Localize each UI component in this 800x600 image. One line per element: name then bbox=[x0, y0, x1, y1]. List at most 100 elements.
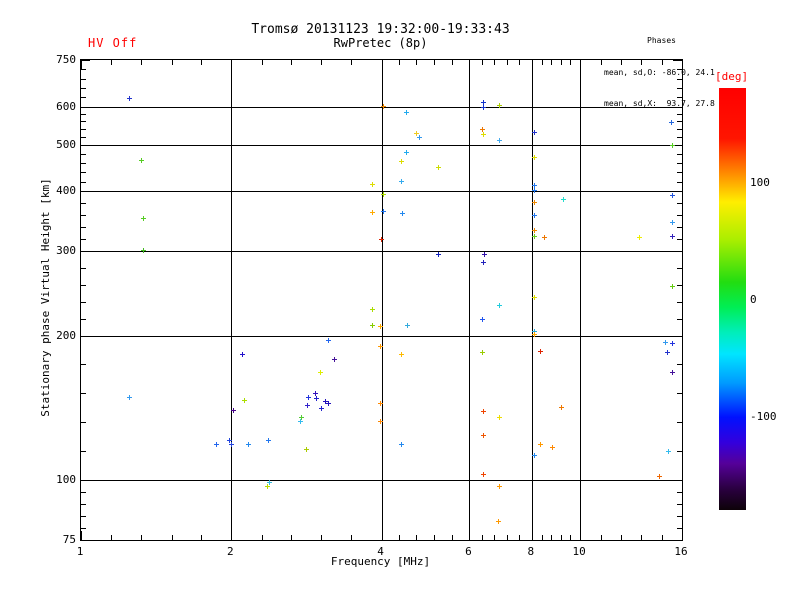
x-axis-tick bbox=[541, 60, 543, 65]
y-axis-tick bbox=[81, 129, 86, 131]
data-point bbox=[670, 369, 676, 375]
y-axis-tick bbox=[677, 238, 682, 240]
x-axis-tick bbox=[381, 60, 383, 69]
x-tick-label: 1 bbox=[76, 545, 84, 558]
y-axis-title: Stationary phase Virtual Height [km] bbox=[39, 178, 52, 417]
data-point bbox=[531, 227, 537, 233]
y-axis-tick bbox=[81, 492, 86, 494]
y-axis-tick bbox=[673, 251, 682, 252]
y-axis-tick bbox=[81, 335, 90, 337]
y-axis-tick bbox=[677, 129, 682, 131]
data-point bbox=[670, 233, 676, 239]
y-tick-label: 200 bbox=[56, 328, 76, 342]
x-axis-tick bbox=[600, 535, 602, 540]
data-point bbox=[663, 339, 669, 345]
plot-subtitle: RwPretec (8p) bbox=[333, 36, 428, 50]
data-point bbox=[531, 130, 537, 136]
y-axis-tick bbox=[677, 267, 682, 269]
x-axis-tick bbox=[291, 535, 293, 540]
x-axis-tick bbox=[291, 60, 293, 65]
y-axis-tick bbox=[81, 364, 86, 366]
data-point bbox=[666, 448, 671, 454]
data-point bbox=[670, 283, 676, 289]
x-axis-tick bbox=[494, 60, 496, 65]
data-point bbox=[664, 349, 670, 355]
data-point bbox=[417, 134, 423, 140]
y-axis-tick bbox=[677, 227, 682, 228]
data-point bbox=[331, 356, 337, 362]
data-point bbox=[497, 484, 503, 490]
colorbar-title: [deg] bbox=[715, 70, 749, 83]
y-axis-tick bbox=[677, 121, 682, 123]
data-point bbox=[140, 215, 146, 221]
y-axis-tick bbox=[677, 78, 682, 80]
y-axis-tick bbox=[81, 113, 86, 115]
data-point bbox=[531, 154, 537, 160]
y-axis-tick bbox=[677, 172, 682, 174]
data-point bbox=[377, 418, 383, 424]
x-axis-tick bbox=[506, 535, 508, 540]
y-axis-tick bbox=[677, 203, 682, 205]
data-point bbox=[298, 418, 304, 424]
x-axis-tick bbox=[494, 535, 496, 540]
data-point bbox=[325, 337, 331, 343]
y-axis-tick bbox=[81, 267, 86, 269]
data-point bbox=[266, 438, 272, 444]
y-axis-tick bbox=[81, 60, 90, 61]
data-point bbox=[481, 471, 487, 477]
y-axis-tick bbox=[677, 422, 682, 424]
data-point bbox=[405, 323, 411, 329]
data-point bbox=[399, 441, 405, 447]
data-point bbox=[378, 236, 384, 242]
x-axis-tick bbox=[201, 535, 203, 540]
data-point bbox=[531, 199, 537, 205]
x-axis-tick bbox=[81, 60, 82, 69]
data-point bbox=[481, 409, 487, 415]
data-point bbox=[531, 182, 537, 188]
x-tick-label: 4 bbox=[377, 545, 384, 558]
y-axis-tick bbox=[677, 97, 682, 99]
data-point bbox=[531, 188, 537, 193]
phases-title: Phases bbox=[647, 36, 676, 45]
y-axis-tick bbox=[81, 504, 86, 506]
y-axis-tick bbox=[677, 153, 682, 155]
y-tick-label: 100 bbox=[56, 473, 76, 487]
x-axis-tick bbox=[661, 535, 663, 540]
x-axis-tick bbox=[506, 60, 508, 65]
y-axis-tick bbox=[677, 318, 682, 320]
y-axis-tick bbox=[81, 528, 86, 530]
y-axis-tick bbox=[81, 480, 90, 482]
data-point bbox=[531, 212, 537, 218]
x-axis-tick bbox=[482, 535, 484, 540]
data-point bbox=[559, 404, 565, 410]
y-axis-tick bbox=[677, 284, 682, 286]
data-point bbox=[231, 407, 237, 413]
data-point bbox=[241, 397, 247, 403]
x-axis-tick bbox=[81, 531, 82, 540]
colorbar-tick-label: -100 bbox=[750, 410, 777, 424]
x-axis-tick bbox=[541, 535, 543, 540]
x-axis-tick bbox=[519, 60, 521, 65]
x-axis-tick bbox=[351, 535, 353, 540]
plot-area bbox=[80, 59, 683, 541]
data-point bbox=[670, 219, 676, 225]
data-point bbox=[497, 137, 503, 143]
data-point bbox=[139, 158, 145, 164]
data-point bbox=[531, 332, 537, 338]
y-axis-tick bbox=[677, 516, 682, 518]
data-point bbox=[435, 164, 441, 170]
data-point bbox=[550, 445, 556, 451]
y-axis-tick bbox=[81, 136, 86, 138]
data-point bbox=[497, 103, 503, 109]
data-point bbox=[127, 394, 133, 400]
data-point bbox=[497, 302, 503, 308]
data-point bbox=[480, 126, 486, 132]
x-axis-tick bbox=[416, 535, 418, 540]
data-point bbox=[404, 149, 410, 155]
y-axis-tick bbox=[81, 451, 86, 453]
x-gridline bbox=[531, 60, 533, 540]
data-point bbox=[299, 415, 305, 421]
y-axis-tick bbox=[81, 238, 86, 240]
data-point bbox=[537, 348, 543, 354]
x-tick-label: 16 bbox=[674, 545, 688, 558]
